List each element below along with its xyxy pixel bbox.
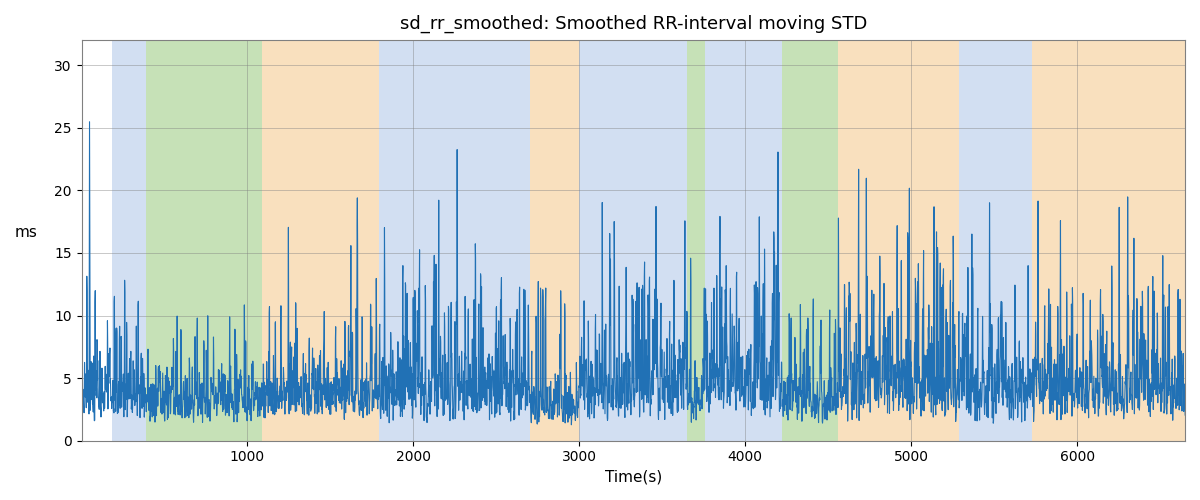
Title: sd_rr_smoothed: Smoothed RR-interval moving STD: sd_rr_smoothed: Smoothed RR-interval mov… [400,15,866,34]
Bar [378,40,529,440]
Bar [839,40,875,440]
Bar [875,40,959,440]
Bar [263,40,378,440]
X-axis label: Time(s): Time(s) [605,470,662,485]
Bar [781,40,839,440]
Bar [688,40,706,440]
Bar [706,40,781,440]
Bar [1032,40,1186,440]
Bar [580,40,688,440]
Bar [113,40,146,440]
Y-axis label: ms: ms [14,226,38,240]
Bar [529,40,580,440]
Bar [959,40,1032,440]
Bar [146,40,263,440]
